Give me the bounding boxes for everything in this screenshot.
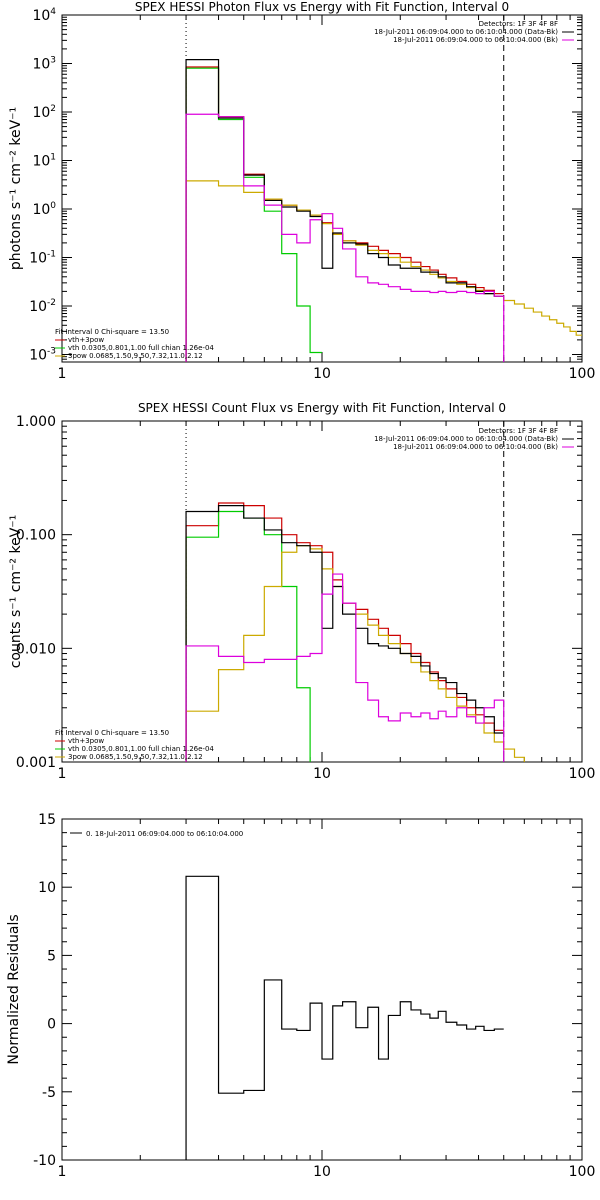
legend-item: vth 0.0305,0.801,1.00 full chian 1.26e-0…: [68, 344, 214, 352]
y-tick-label: -10: [33, 1153, 56, 1169]
x-tick-label: 100: [569, 366, 596, 382]
x-tick-label: 1: [58, 766, 67, 782]
y-tick-label: 10-3: [29, 346, 56, 363]
legend-left: Fit Interval 0 Chi-square = 13.50vth+3po…: [55, 328, 214, 360]
y-tick-label: 100: [32, 201, 56, 218]
series-group: [185, 875, 504, 1160]
interval-label: 18-Jul-2011 06:09:04.000 to 06:10:04.000…: [393, 36, 558, 44]
chart-panel-2: SPEX HESSI Count Flux vs Energy with Fit…: [8, 401, 596, 782]
series-bk-line: [185, 573, 505, 762]
interval-label: 18-Jul-2011 06:09:04.000 to 06:10:04.000…: [393, 443, 558, 451]
series-bk-line: [185, 113, 505, 362]
series-data-bk-line: [185, 59, 504, 362]
interval-label: 18-Jul-2011 06:09:04.000 to 06:10:04.000…: [374, 28, 558, 36]
legend-left: 0. 18-Jul-2011 06:09:04.000 to 06:10:04.…: [70, 830, 243, 838]
series-3pow-line: [185, 180, 582, 362]
y-axis-label: counts s⁻¹ cm⁻² keV⁻¹: [8, 515, 24, 669]
y-tick-label: 1.000: [16, 414, 56, 430]
y-tick-label: 0.100: [16, 528, 56, 544]
chart-title: SPEX HESSI Photon Flux vs Energy with Fi…: [135, 0, 509, 14]
series-vth-3pow-line: [185, 502, 504, 762]
series-3pow-line: [185, 545, 525, 762]
series-group: [185, 59, 582, 362]
y-tick-label: 10-2: [29, 298, 56, 315]
detectors-label: Detectors: 1F 3F 4F 8F: [479, 427, 558, 435]
series-group: [185, 502, 525, 762]
x-tick-label: 1: [58, 366, 67, 382]
y-tick-label: 102: [32, 104, 56, 121]
y-tick-label: 10: [38, 880, 56, 896]
x-tick-label: 1: [58, 1164, 67, 1180]
y-tick-label: 101: [32, 152, 56, 169]
legend-item: 3pow 0.0685,1.50,9.50,7.32,11.0,2.12: [68, 753, 203, 761]
y-tick-label: 10-1: [29, 249, 56, 266]
series-vth-3pow-line: [185, 66, 504, 362]
y-tick-label: 104: [32, 7, 56, 24]
interval-label: 18-Jul-2011 06:09:04.000 to 06:10:04.000…: [374, 435, 558, 443]
legend-item: vth 0.0305,0.801,1.00 full chian 1.26e-0…: [68, 745, 214, 753]
x-tick-label: 10: [313, 366, 331, 382]
chart-panel-3: Normalized Residuals 1 10 100 15 10 5 0 -5 -10 0. …: [6, 812, 595, 1180]
chart-panel-1: SPEX HESSI Photon Flux vs Energy with Fi…: [8, 0, 595, 382]
x-tick-label: 100: [569, 1164, 596, 1180]
legend-item: 3pow 0.0685,1.50,9.50,7.32,11.0,2.12: [68, 352, 203, 360]
y-tick-label: 0.001: [16, 755, 56, 771]
legend-item: vth+3pow: [68, 336, 104, 344]
legend-header: Fit Interval 0 Chi-square = 13.50: [55, 729, 169, 737]
plot-frame: [61, 818, 583, 1161]
series-data-bk-line: [185, 505, 504, 762]
y-tick-label: 15: [38, 812, 56, 828]
y-axis-label: Normalized Residuals: [6, 914, 22, 1064]
y-tick-label: -5: [42, 1085, 56, 1101]
y-tick-label: 103: [32, 55, 56, 72]
x-tick-label: 10: [313, 766, 331, 782]
y-axis-label: photons s⁻¹ cm⁻² keV⁻¹: [8, 107, 24, 270]
x-tick-label: 10: [313, 1164, 331, 1180]
x-tick-label: 100: [569, 766, 596, 782]
detectors-label: Detectors: 1F 3F 4F 8F: [479, 20, 558, 28]
series-vth-line: [185, 510, 311, 762]
chart-title: SPEX HESSI Count Flux vs Energy with Fit…: [138, 401, 506, 415]
y-tick-label: 5: [47, 948, 56, 964]
legend-item: 0. 18-Jul-2011 06:09:04.000 to 06:10:04.…: [86, 830, 243, 838]
y-tick-label: 0.010: [16, 641, 56, 657]
legend-header: Fit Interval 0 Chi-square = 13.50: [55, 328, 169, 336]
legend-item: vth+3pow: [68, 737, 104, 745]
series-residuals-line: [185, 875, 504, 1160]
y-tick-label: 0: [47, 1017, 56, 1033]
legend-left: Fit Interval 0 Chi-square = 13.50vth+3po…: [55, 729, 214, 761]
